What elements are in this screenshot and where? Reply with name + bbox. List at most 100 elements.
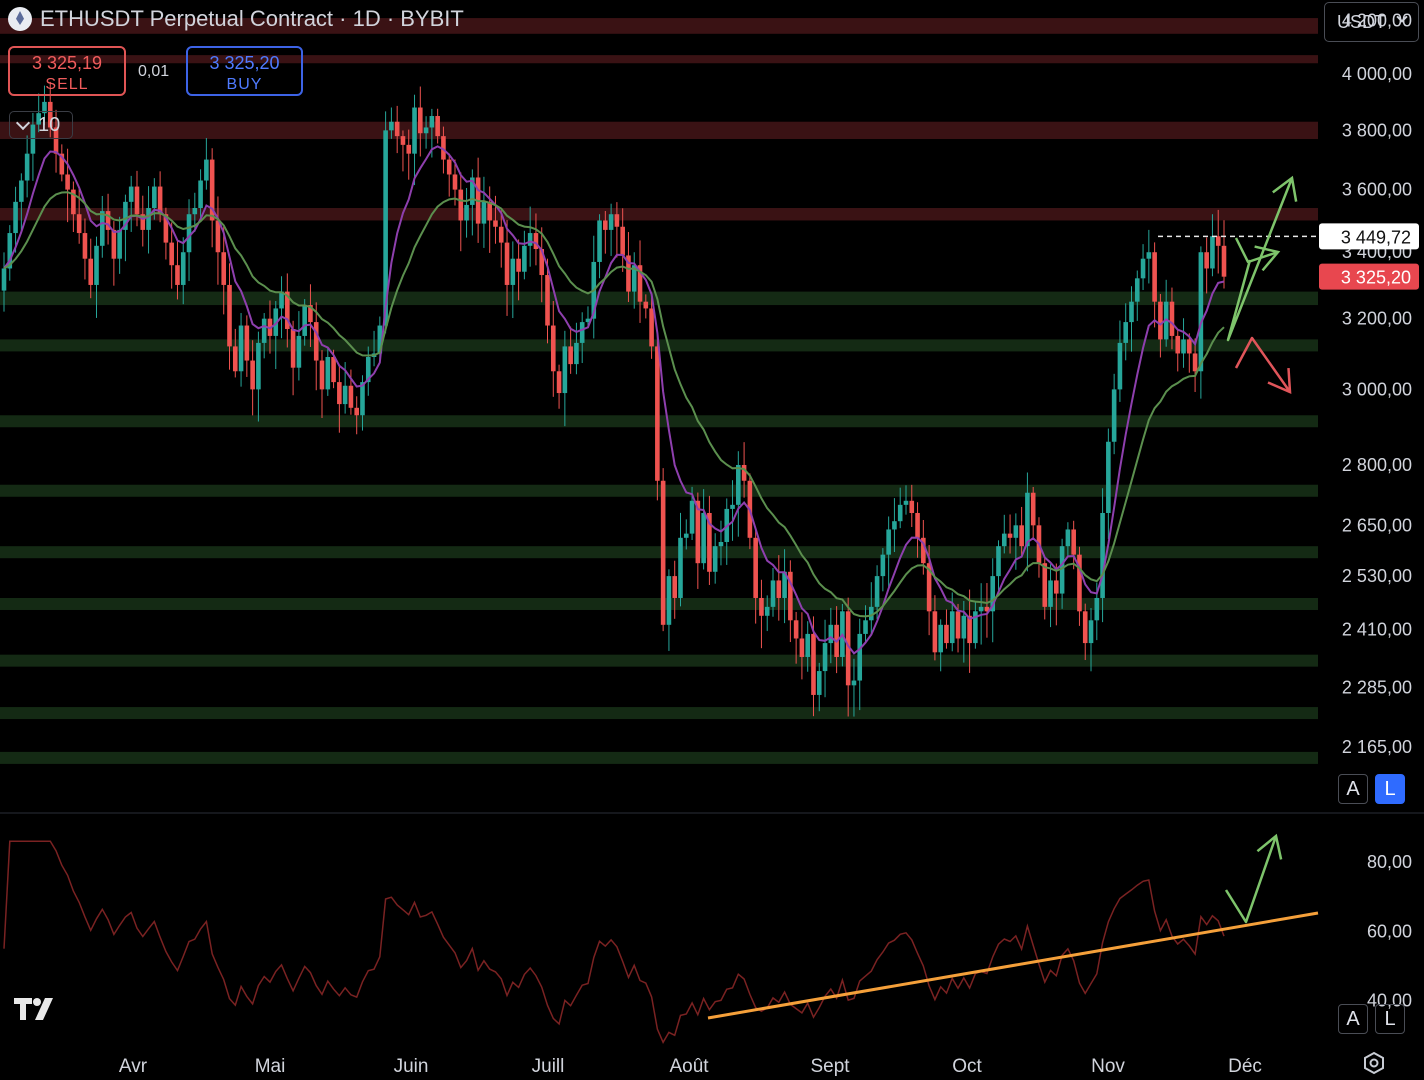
candle-body (921, 537, 926, 564)
currency-selector[interactable]: USDT (1324, 2, 1419, 42)
candle-body (423, 127, 429, 134)
upper-wave-arrow (1234, 237, 1281, 272)
candle-body (637, 265, 643, 302)
bullish-projection-arrow (1226, 175, 1298, 342)
candle-body (978, 606, 984, 612)
candle-body (562, 346, 568, 394)
settings-gear-icon[interactable] (1360, 1050, 1388, 1078)
candle-body (342, 385, 348, 405)
candle-body (701, 512, 706, 564)
price-axis-label: 3 600,00 (1342, 180, 1412, 200)
candle-body (487, 201, 492, 221)
current-price-badge: 3 325,20 (1319, 263, 1419, 290)
candle-body (1100, 512, 1105, 598)
candle-body (24, 153, 30, 181)
candle-body (533, 233, 539, 250)
rsi-axis-label: 60,00 (1367, 921, 1412, 941)
time-axis-label: Mai (255, 1056, 286, 1077)
candle-body (903, 500, 909, 505)
log-scale-button[interactable]: L (1375, 774, 1405, 804)
candle-body (909, 500, 915, 513)
candle-body (498, 226, 504, 243)
candle-body (47, 101, 53, 128)
candle-body (354, 407, 360, 416)
candle-body (938, 624, 943, 653)
buy-button[interactable]: 3 325,20 BUY (186, 46, 303, 96)
candle-body (1019, 525, 1024, 547)
interval-dropdown[interactable]: 10 (9, 111, 73, 139)
support-zone (0, 291, 1318, 306)
candle-body (886, 529, 891, 555)
candle-body (718, 541, 724, 547)
candle-body (180, 252, 186, 285)
candle-body (1210, 236, 1215, 269)
candle-body (19, 180, 24, 202)
candle-body (539, 249, 545, 276)
candle-body (961, 615, 967, 639)
candle-body (764, 606, 770, 616)
bearish-projection-arrow (1234, 336, 1292, 394)
candle-body (389, 121, 394, 131)
candle-body (175, 265, 180, 285)
chart-title: ETHUSDT Perpetual Contract · 1D · BYBIT (8, 6, 464, 32)
candle-body (793, 620, 799, 639)
sell-button[interactable]: 3 325,19 SELL (8, 46, 126, 96)
candle-body (134, 186, 140, 215)
candle-body (868, 606, 874, 621)
candle-body (313, 322, 319, 361)
candle-body (365, 356, 371, 383)
price-axis-label: 3 800,00 (1342, 120, 1412, 140)
price-axis-label: 4 000,00 (1342, 64, 1412, 84)
candle-body (157, 186, 163, 215)
candles (1, 81, 1227, 717)
candle-body (782, 571, 787, 598)
candle-body (816, 671, 822, 695)
bullish-projection-arrow-path (1226, 177, 1294, 342)
candle-body (1152, 252, 1157, 302)
candle-body (897, 504, 903, 522)
candle-body (788, 571, 793, 621)
candle-body (1013, 525, 1019, 538)
price-axis-label: 2 165,00 (1342, 737, 1412, 757)
candle-body (1111, 389, 1117, 442)
candle-body (169, 242, 174, 266)
buy-price: 3 325,20 (209, 53, 280, 73)
candle-body (845, 611, 851, 686)
candle-body (337, 382, 342, 405)
price-axis-label: 2 410,00 (1342, 619, 1412, 639)
time-axis-label: Déc (1228, 1056, 1262, 1077)
rsi-auto-scale-button[interactable]: A (1338, 1004, 1368, 1034)
candle-body (597, 220, 602, 262)
candle-body (759, 597, 764, 616)
candle-body (510, 258, 516, 285)
candle-body (516, 258, 521, 272)
candle-body (1025, 492, 1030, 547)
candle-body (117, 229, 122, 259)
candle-body (1048, 580, 1053, 607)
rsi-axis-label: 80,00 (1367, 852, 1412, 872)
candle-body (458, 189, 464, 221)
candle-body (308, 305, 313, 323)
candle-body (579, 322, 585, 343)
ma-fast-line (3, 145, 1225, 655)
candle-body (892, 521, 897, 530)
candle-body (42, 101, 47, 114)
candle-body (851, 680, 857, 686)
rsi-trendline (707, 911, 1319, 1020)
candle-body (163, 214, 169, 243)
rsi-log-scale-button[interactable]: L (1375, 1004, 1405, 1034)
candle-body (204, 159, 209, 181)
auto-scale-button[interactable]: A (1338, 774, 1368, 804)
candle-body (76, 214, 82, 234)
candle-body (655, 346, 660, 481)
candle-body (1175, 335, 1181, 354)
candle-body (82, 233, 88, 259)
candle-body (1146, 252, 1152, 259)
candle-body (1221, 245, 1227, 277)
support-zone (0, 597, 1318, 610)
time-axis-label: Août (669, 1056, 709, 1077)
ma-slow-line (3, 191, 1225, 618)
candle-body (678, 537, 683, 598)
candle-body (232, 346, 238, 372)
